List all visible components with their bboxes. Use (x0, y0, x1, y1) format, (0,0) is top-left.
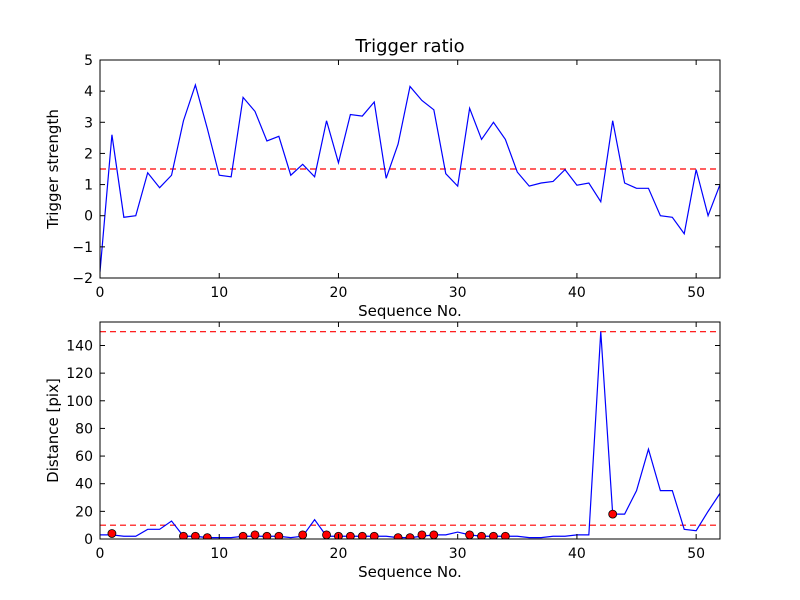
data-point (190, 531, 200, 539)
y-tick-label: −2 (72, 271, 93, 287)
chart-title: Trigger ratio (354, 36, 464, 57)
x-tick-label: 10 (210, 285, 228, 301)
y-tick-label: 140 (66, 338, 93, 354)
data-point (322, 530, 331, 539)
y-tick-label: 120 (66, 366, 93, 382)
y-tick-label: 4 (84, 84, 93, 100)
x-tick-label: 0 (96, 285, 105, 301)
y-tick-label: 100 (66, 394, 93, 410)
plot-area (100, 322, 720, 539)
x-tick-label: 50 (687, 285, 705, 301)
distance-chart: 0 10 20 30 40 50 0 20 40 60 80 100 120 140 Sequence No… (44, 321, 721, 581)
x-tick-label: 40 (568, 285, 586, 301)
y-axis-label: Distance [pix] (44, 378, 62, 483)
data-point (274, 531, 284, 539)
x-tick-label: 30 (449, 546, 467, 562)
data-point (369, 531, 379, 539)
data-point (477, 531, 486, 539)
plot-data (100, 331, 720, 539)
x-tick-label: 10 (210, 546, 228, 562)
x-tick-label: 50 (687, 546, 705, 562)
axes-frame (99, 59, 721, 279)
y-tick-label: −1 (72, 240, 93, 256)
data-point (202, 533, 212, 539)
x-tick-label: 20 (330, 285, 348, 301)
plot-data (100, 82, 720, 272)
data-point (393, 533, 403, 539)
x-tick-label: 40 (568, 546, 586, 562)
y-tick-label: 0 (84, 209, 93, 225)
x-axis-label: Sequence No. (358, 302, 462, 320)
data-point (465, 530, 475, 539)
data-point (298, 530, 308, 539)
y-tick-label: 0 (84, 532, 93, 548)
x-tick-label: 30 (449, 285, 467, 301)
x-tick-label: 0 (96, 546, 105, 562)
y-tick-label: 2 (84, 146, 93, 162)
y-tick-label: 80 (75, 421, 93, 437)
data-point (608, 509, 618, 519)
y-tick-label: 5 (84, 53, 93, 69)
axes-frame (99, 321, 721, 540)
data-point (357, 531, 367, 539)
data-point (262, 531, 272, 539)
y-tick-label: 40 (75, 477, 93, 493)
data-point (405, 533, 415, 539)
trigger-ratio-chart: 0 10 20 30 40 50 −2 −1 0 1 2 3 4 5 Trigger ratio Sequen… (44, 36, 721, 320)
data-point (107, 529, 117, 538)
data-point (489, 531, 498, 539)
series-line (100, 82, 720, 272)
data-point (238, 531, 248, 539)
data-point (417, 530, 427, 539)
y-tick-label: 20 (75, 504, 93, 520)
data-point (345, 531, 355, 539)
y-axis-label: Trigger strength (44, 109, 62, 230)
data-point (250, 530, 260, 539)
data-point (429, 530, 439, 539)
y-tick-label: 60 (75, 449, 93, 465)
x-axis-label: Sequence No. (358, 563, 462, 581)
y-tick-label: 1 (84, 178, 93, 194)
data-point (500, 531, 510, 539)
x-tick-label: 20 (330, 546, 348, 562)
y-tick-label: 3 (84, 115, 93, 131)
data-point (179, 531, 188, 539)
